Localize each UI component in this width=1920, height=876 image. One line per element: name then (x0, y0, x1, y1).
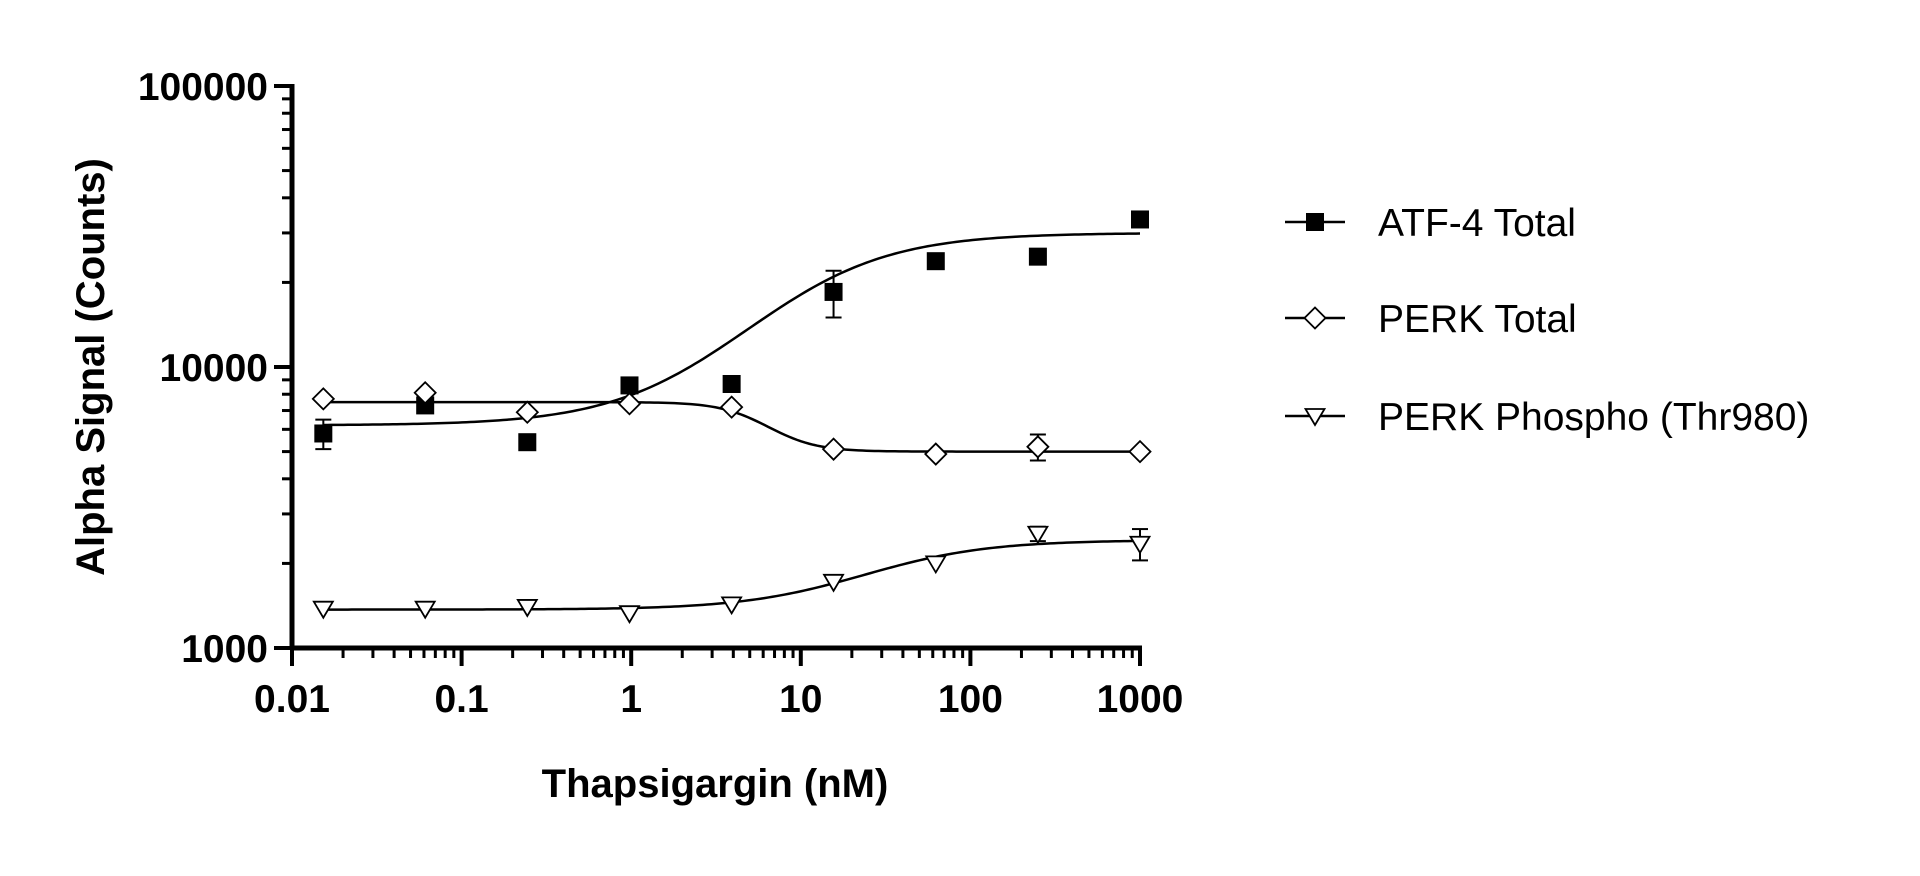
fit-curve (323, 232, 1141, 427)
data-point (617, 391, 642, 416)
data-point (924, 442, 948, 466)
data-point (822, 573, 845, 593)
data-point (518, 433, 537, 452)
legend-item: PERK Phospho (Thr980) (1285, 396, 1809, 439)
y-tick-label: 10000 (160, 347, 268, 390)
fit-curves (323, 232, 1141, 611)
y-tick-label: 1000 (181, 628, 268, 671)
y-tick-label: 100000 (138, 66, 268, 109)
data-point (414, 600, 437, 620)
data-point (926, 252, 945, 271)
legend: ATF-4 Total PERK Total PERK Phospho (Thr98… (1285, 202, 1809, 439)
data-point (516, 599, 539, 618)
data-point (1026, 525, 1049, 545)
data-point (722, 374, 741, 393)
data-point (413, 380, 437, 405)
legend-marker (1303, 408, 1327, 427)
legend-item: ATF-4 Total (1285, 202, 1576, 245)
data-point (1128, 535, 1152, 555)
data-point (924, 555, 947, 575)
data-points (311, 210, 1152, 624)
x-axis-minor-ticks (341, 648, 1134, 658)
data-point (515, 400, 540, 425)
x-axis-title: Thapsigargin (nM) (542, 762, 889, 806)
legend-item: PERK Total (1285, 298, 1577, 341)
data-point (720, 596, 743, 616)
data-point (314, 424, 333, 443)
data-point (1131, 210, 1149, 229)
data-point (620, 376, 639, 395)
data-point (824, 282, 843, 301)
x-tick-label: 0.1 (434, 678, 488, 721)
legend-marker (1306, 213, 1324, 231)
data-point (312, 600, 335, 620)
y-axis-title: Alpha Signal (Counts) (69, 158, 113, 576)
data-point (311, 387, 336, 411)
x-tick-label: 1000 (1097, 678, 1184, 721)
x-axis-major-ticks: 0.01 0.1 1 10 100 1000 (254, 648, 1183, 721)
x-tick-label: 0.01 (254, 678, 330, 721)
x-tick-label: 1 (620, 678, 642, 721)
data-point (821, 437, 846, 461)
data-point (719, 395, 744, 419)
x-tick-label: 10 (779, 678, 822, 721)
y-axis-major-ticks: 1000 10000 100000 (138, 66, 292, 671)
data-point (1028, 247, 1047, 266)
data-point (1026, 435, 1050, 459)
x-tick-label: 100 (938, 678, 1003, 721)
legend-label: PERK Total (1378, 298, 1577, 341)
data-point (618, 605, 641, 624)
data-point (1128, 439, 1152, 464)
legend-label: ATF-4 Total (1378, 202, 1576, 245)
legend-marker (1303, 306, 1327, 330)
data-point (416, 396, 435, 415)
legend-label: PERK Phospho (Thr980) (1378, 396, 1809, 439)
